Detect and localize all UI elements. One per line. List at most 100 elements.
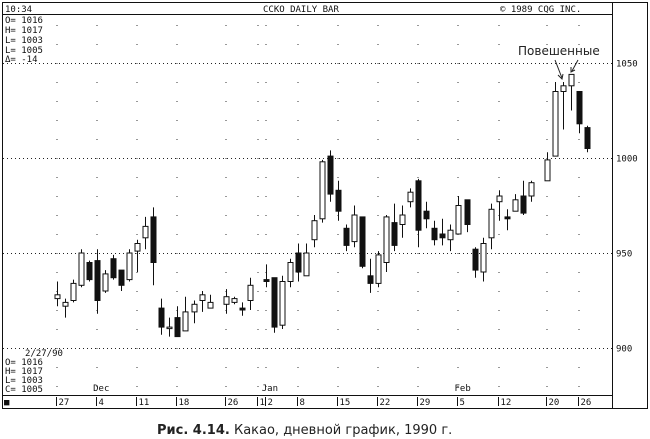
- candle-body-up: [560, 85, 567, 93]
- grid-dot: [176, 101, 178, 102]
- grid-dot: [546, 215, 548, 216]
- candle: [383, 215, 390, 272]
- candle: [54, 281, 61, 307]
- grid-dot: [265, 82, 267, 83]
- hanging-man-annotation: Повешенные: [518, 44, 600, 81]
- candle-body-down: [110, 258, 117, 279]
- grid-dot: [457, 177, 459, 178]
- candle: [86, 260, 93, 282]
- grid-dot: [498, 386, 500, 387]
- candle-body-up: [383, 216, 390, 263]
- grid-dot: [96, 234, 98, 235]
- grid-dot: [417, 44, 419, 45]
- grid-dot: [377, 158, 379, 159]
- candle-body-up: [480, 243, 487, 273]
- grid-dot: [337, 367, 339, 368]
- candle: [271, 277, 278, 333]
- grid-dot: [136, 44, 138, 45]
- grid-dot: [457, 139, 459, 140]
- grid-dot: [136, 215, 138, 216]
- grid-dot: [257, 310, 259, 311]
- candle-body-down: [520, 195, 527, 214]
- grid-dot: [56, 253, 58, 254]
- grid-dot: [457, 310, 459, 311]
- candle: [223, 289, 230, 314]
- grid-dot: [225, 120, 227, 121]
- readout-open: O= 1016: [5, 358, 43, 368]
- candle: [512, 194, 519, 212]
- grid-dot: [56, 196, 58, 197]
- grid-dot: [265, 310, 267, 311]
- grid-dot: [96, 82, 98, 83]
- grid-dot: [377, 139, 379, 140]
- candle-body-down: [504, 216, 511, 220]
- grid-dot: [265, 253, 267, 254]
- candle-body-up: [166, 326, 173, 330]
- grid-dot: [457, 348, 459, 349]
- grid-dot: [257, 101, 259, 102]
- candle: [327, 150, 334, 202]
- grid-dot: [56, 44, 58, 45]
- grid-dot: [297, 329, 299, 330]
- candle: [126, 249, 133, 282]
- chart-frame: [2, 2, 648, 409]
- candle-body-up: [134, 243, 141, 252]
- candle: [166, 317, 173, 337]
- x-tick-label: 5: [460, 398, 465, 408]
- grid-dot: [265, 329, 267, 330]
- grid-dot: [257, 82, 259, 83]
- candle-body-down: [335, 189, 342, 212]
- readout-high: H= 1017: [5, 367, 43, 377]
- candle: [287, 258, 294, 288]
- candle: [231, 296, 238, 305]
- bottom-readout: 2/27/90 O= 1016 H= 1017 L= 1003 C= 1005: [5, 349, 63, 395]
- candle: [496, 190, 503, 221]
- y-tick-label: 900: [616, 345, 632, 355]
- candle-body-down: [584, 127, 591, 149]
- grid-dot: [578, 44, 580, 45]
- candle: [439, 218, 446, 246]
- grid-dot: [457, 101, 459, 102]
- grid-dot: [265, 386, 267, 387]
- candle: [367, 258, 374, 293]
- candle-body-up: [544, 159, 551, 182]
- candle: [295, 243, 302, 282]
- grid-dot: [546, 63, 548, 64]
- grid-dot: [578, 196, 580, 197]
- grid-dot: [136, 101, 138, 102]
- grid-dot: [257, 272, 259, 273]
- grid-dot: [546, 120, 548, 121]
- grid-dot: [297, 44, 299, 45]
- grid-dot: [578, 215, 580, 216]
- corner-marker[interactable]: ■: [4, 398, 10, 408]
- candle-body-down: [343, 227, 350, 246]
- grid-dot: [498, 177, 500, 178]
- grid-dot: [337, 44, 339, 45]
- grid-dot: [297, 158, 299, 159]
- candle-body-up: [303, 252, 310, 277]
- candle: [239, 302, 246, 316]
- grid-dot: [578, 291, 580, 292]
- grid-dot: [417, 291, 419, 292]
- grid-dot: [96, 44, 98, 45]
- candle: [375, 251, 382, 288]
- grid-dot: [337, 120, 339, 121]
- grid-dot: [225, 139, 227, 140]
- candle: [303, 243, 310, 277]
- grid-dot: [96, 63, 98, 64]
- grid-dot: [56, 215, 58, 216]
- grid-dot: [257, 367, 259, 368]
- grid-dot: [225, 272, 227, 273]
- x-tick-label: 15: [340, 398, 351, 408]
- x-tick-label: 12: [501, 398, 512, 408]
- candle-body-down: [295, 252, 302, 273]
- grid-dot: [297, 196, 299, 197]
- x-tick-label: 26: [581, 398, 592, 408]
- grid-dot: [257, 177, 259, 178]
- readout-high: H= 1017: [5, 26, 43, 36]
- grid-dot: [265, 120, 267, 121]
- grid-dot: [176, 253, 178, 254]
- grid-dot: [417, 329, 419, 330]
- candle: [584, 125, 591, 153]
